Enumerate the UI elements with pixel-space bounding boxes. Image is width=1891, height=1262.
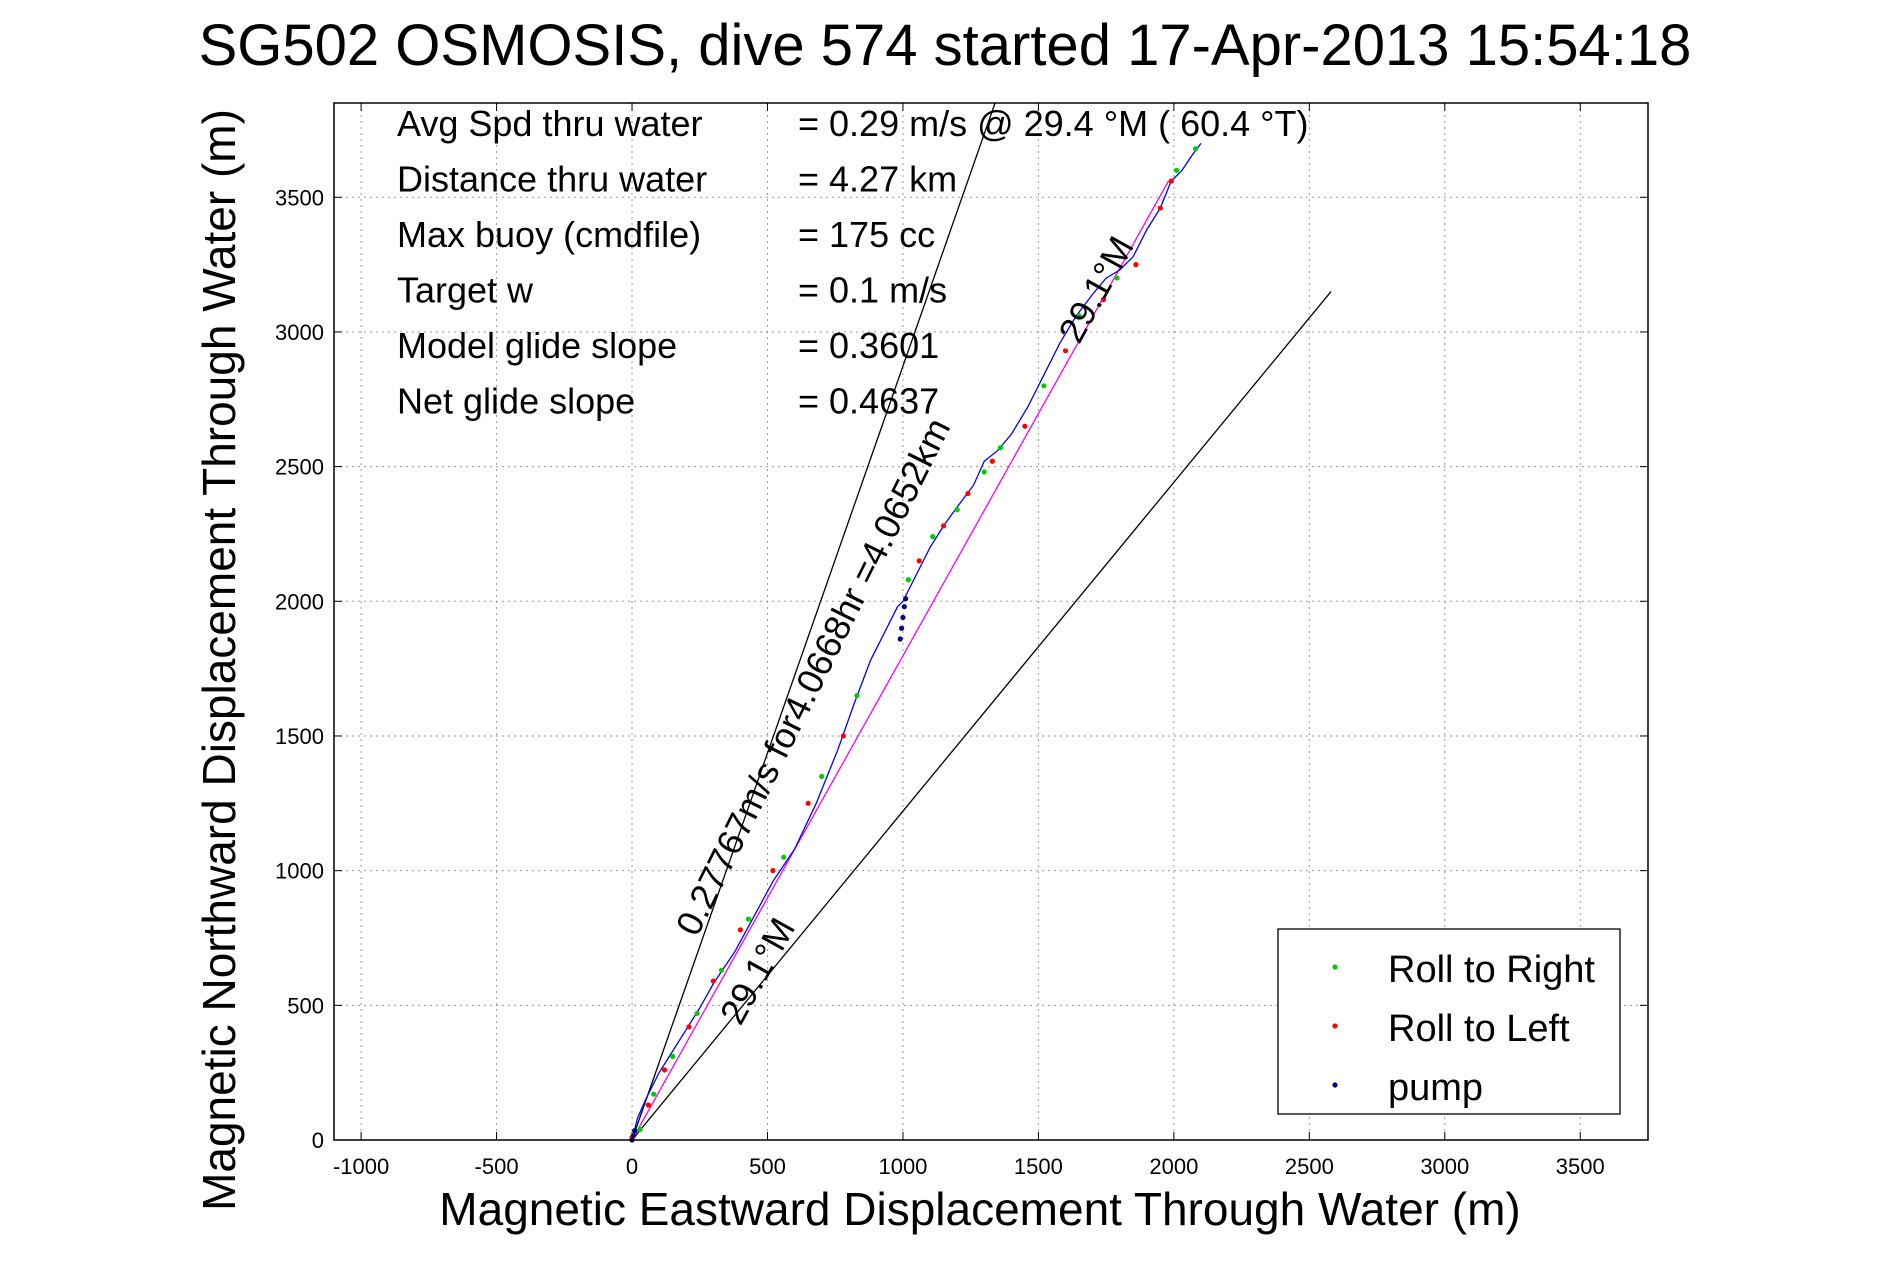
heading-line-upper — [631, 102, 996, 1141]
x-tick-label: 2500 — [1285, 1154, 1334, 1179]
net-track-line — [631, 180, 1170, 1141]
roll-to-left-point — [686, 1024, 692, 1030]
stats-label: Target w — [397, 270, 534, 311]
roll-to-right-point — [745, 916, 752, 922]
legend-label: pump — [1388, 1067, 1483, 1109]
stats-label: Model glide slope — [397, 325, 677, 366]
guide-lines — [631, 102, 1332, 1141]
roll-to-right-point — [651, 1091, 657, 1097]
stats-label: Distance thru water — [397, 159, 707, 200]
chart-title: SG502 OSMOSIS, dive 574 started 17-Apr-2… — [199, 13, 1692, 78]
legend-label: Roll to Left — [1388, 1008, 1570, 1050]
plot-border — [333, 102, 1649, 1141]
x-axis-label: Magnetic Eastward Displacement Through W… — [439, 1183, 1520, 1235]
legend-marker — [1332, 1023, 1338, 1029]
x-tick-label: 2000 — [1149, 1154, 1198, 1179]
roll-to-right-point — [997, 445, 1004, 451]
y-tick-label: 3500 — [275, 185, 324, 210]
legend-marker — [1332, 1082, 1338, 1088]
roll-to-right-point — [1114, 275, 1120, 281]
axis-ticks: -1000 -500 0 500 1000 1500 2000 2500 3000 3500 0 50… — [275, 103, 1648, 1179]
pump-point — [897, 636, 903, 642]
roll-to-left-point — [1157, 205, 1163, 211]
stats-box: Avg Spd thru water = 0.29 m/s @ 29.4 °M (… — [397, 103, 1309, 422]
x-tick-label: 500 — [749, 1154, 786, 1179]
x-tick-label: 0 — [626, 1154, 638, 1179]
roll-to-right-point — [954, 507, 960, 513]
stats-value: = 175 cc — [798, 214, 935, 255]
y-tick-label: 1500 — [275, 724, 324, 749]
x-tick-label: -500 — [475, 1154, 519, 1179]
y-tick-label: 1000 — [275, 859, 324, 884]
pump-point — [632, 1127, 638, 1134]
roll-to-left-point — [1168, 178, 1174, 184]
roll-to-left-point — [661, 1067, 668, 1073]
y-tick-label: 2000 — [275, 589, 324, 614]
stats-label: Max buoy (cmdfile) — [397, 214, 701, 255]
roll-to-left-point — [645, 1102, 651, 1108]
pump-point — [903, 596, 909, 602]
x-tick-label: 3000 — [1420, 1154, 1469, 1179]
roll-to-right-point — [1076, 313, 1082, 319]
roll-to-left-point — [1133, 262, 1139, 268]
roll-to-right-point — [1041, 383, 1047, 389]
roll-to-right-point — [905, 577, 911, 583]
roll-to-left-point — [770, 868, 776, 874]
stats-label: Net glide slope — [397, 381, 635, 422]
roll-to-right-point — [930, 534, 936, 540]
stats-value: = 0.1 m/s — [798, 270, 947, 311]
stats-label: Avg Spd thru water — [397, 103, 703, 144]
x-tick-label: 1000 — [878, 1154, 927, 1179]
plot-area: -1000 -500 0 500 1000 1500 2000 2500 3000 3500 0 50… — [275, 102, 1649, 1179]
x-tick-label: 3500 — [1556, 1154, 1605, 1179]
roll-to-left-point — [916, 558, 922, 564]
roll-to-right-point — [637, 1126, 643, 1132]
stats-value: = 0.29 m/s @ 29.4 °M ( 60.4 °T) — [798, 103, 1309, 144]
roll-to-right-point — [819, 773, 825, 779]
stats-value: = 4.27 km — [798, 159, 957, 200]
roll-to-right-point — [1192, 146, 1199, 152]
roll-to-left-point — [940, 523, 947, 529]
pump-point — [900, 614, 906, 621]
y-tick-label: 3000 — [275, 320, 324, 345]
legend-label: Roll to Right — [1388, 949, 1595, 991]
roll-to-left-point — [710, 978, 716, 984]
x-tick-label: -1000 — [333, 1154, 389, 1179]
roll-to-right-point — [1173, 167, 1180, 173]
roll-to-right-point — [718, 967, 725, 973]
roll-to-right-point — [854, 692, 860, 699]
roll-to-right-point — [670, 1053, 676, 1060]
legend-marker — [1332, 964, 1338, 970]
pump-point — [901, 604, 907, 610]
roll-to-left-point — [989, 458, 995, 464]
roll-to-right-point — [781, 854, 787, 860]
roll-to-left-point — [737, 927, 743, 933]
y-axis-label: Magnetic Northward Displacement Through … — [193, 109, 245, 1211]
roll-to-left-point — [1062, 348, 1069, 354]
stats-value: = 0.4637 — [798, 381, 939, 422]
data-series — [629, 143, 1202, 1143]
roll-to-right-point — [694, 1010, 700, 1017]
track-line — [631, 143, 1202, 1141]
pump-point — [898, 625, 905, 631]
roll-to-left-point — [840, 733, 846, 739]
roll-to-left-point — [1022, 423, 1028, 429]
y-tick-label: 2500 — [275, 455, 324, 480]
roll-to-left-point — [965, 490, 971, 497]
roll-to-left-point — [805, 800, 811, 806]
y-tick-label: 500 — [287, 993, 324, 1018]
roll-to-right-point — [981, 469, 987, 475]
heading-line-lower — [631, 291, 1332, 1141]
roll-to-left-point — [1100, 297, 1107, 303]
x-tick-label: 1500 — [1014, 1154, 1063, 1179]
legend: Roll to Right Roll to Left pump — [1277, 928, 1621, 1115]
stats-value: = 0.3601 — [798, 325, 939, 366]
y-tick-label: 0 — [312, 1128, 324, 1153]
